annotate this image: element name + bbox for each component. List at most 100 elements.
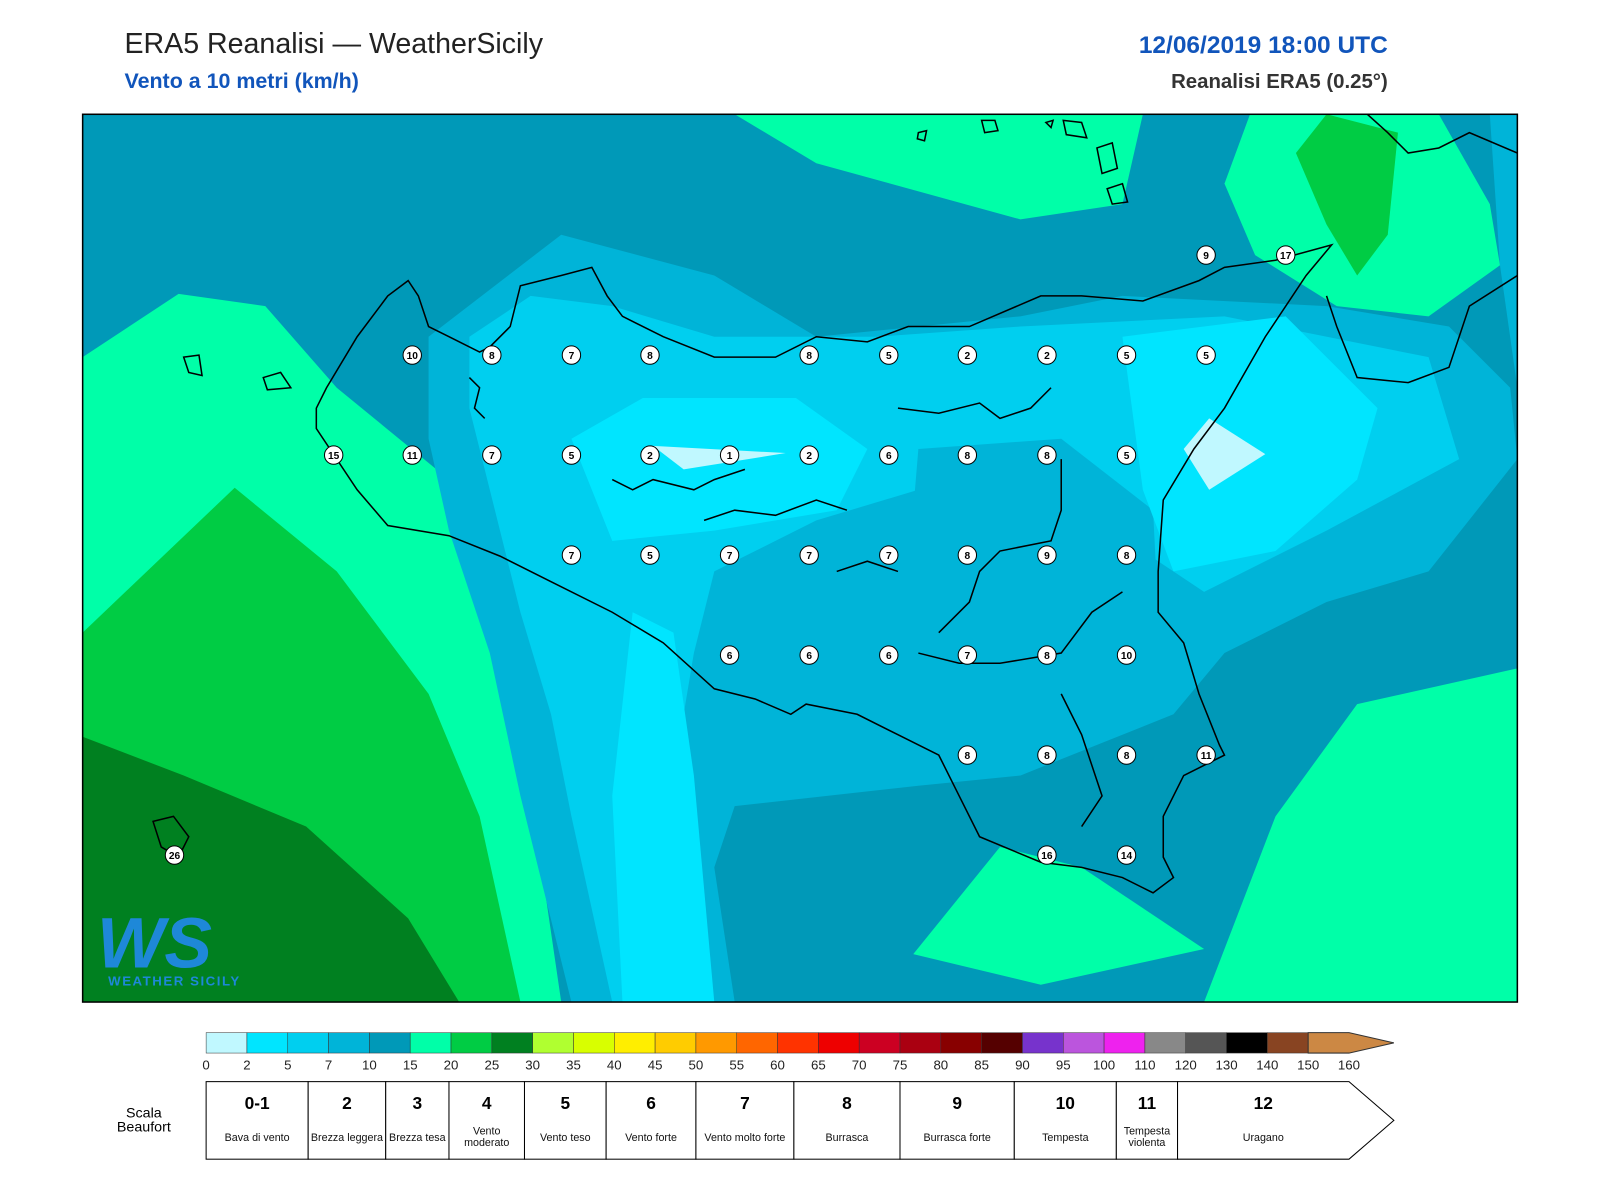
- station-value: 9: [1203, 251, 1209, 262]
- station-value: 7: [569, 351, 575, 362]
- station-value: 26: [169, 851, 181, 862]
- datetime: 12/06/2019 18:00 UTC: [1139, 32, 1388, 59]
- station-marker: [719, 445, 740, 465]
- beaufort-label: Vento teso: [539, 1131, 591, 1144]
- colorbar-tick-label: 65: [811, 1057, 826, 1072]
- station-value: 5: [1203, 351, 1209, 362]
- colorbar-tick-label: 130: [1215, 1057, 1237, 1072]
- colorbar-segment: [654, 1032, 697, 1054]
- colorbar-segment: [491, 1032, 533, 1054]
- stations: 10 8 7 8 8 5 2 2 5 515 11 7 5 2 1 2 6 8 8 57 5 7 7 7 8 9 86 6 6 7 8 108…: [164, 245, 1296, 865]
- beaufort-label-box: Bava di vento: [225, 1132, 290, 1143]
- station-marker: [879, 645, 899, 665]
- station-value: 8: [806, 351, 812, 362]
- colorbar-segment: [1063, 1032, 1105, 1054]
- colorbar-segment: [1267, 1032, 1309, 1054]
- station-value: 7: [569, 551, 575, 562]
- station-value: 2: [965, 351, 971, 362]
- station-value: 10: [407, 351, 419, 362]
- colorbar-segment: [695, 1032, 737, 1054]
- station-marker: [957, 345, 978, 365]
- coastline: [152, 114, 1518, 894]
- station-value: 5: [569, 451, 575, 462]
- beaufort-label-box: Burrasca: [825, 1132, 868, 1143]
- station-marker: [482, 445, 502, 465]
- field-band: [913, 846, 1205, 985]
- station-marker: [1276, 245, 1296, 265]
- colorbar-segment: [1185, 1032, 1227, 1054]
- colorbar-tick-label: 150: [1297, 1057, 1319, 1072]
- station-value: 8: [647, 351, 653, 362]
- beaufort-label-box: Tempesta: [1042, 1132, 1088, 1143]
- beaufort-label-box: Burrasca forte: [923, 1132, 990, 1143]
- station-value: 8: [1044, 451, 1050, 462]
- station-value: 8: [965, 551, 971, 562]
- colorbar-segment: [899, 1032, 942, 1054]
- colorbar-segment: [532, 1032, 574, 1054]
- station-value: 7: [489, 451, 495, 462]
- colorbar-tick-label: 120: [1175, 1057, 1197, 1072]
- station-marker: [879, 345, 899, 365]
- station-marker: [640, 545, 660, 565]
- station-marker: [561, 345, 582, 365]
- beaufort-force: 5: [560, 1093, 570, 1113]
- beaufort-box: [1177, 1081, 1395, 1160]
- station-value: 1: [727, 451, 733, 462]
- colorbar-segment: [736, 1032, 778, 1054]
- colorbar: 0 2 5 7 10 15 20 25 30 35 40 45 50 55 60 65 70 75 80 85 90 95…: [202, 1032, 1394, 1072]
- station-marker: [1037, 445, 1057, 465]
- colorbar-tick-label: 70: [852, 1057, 867, 1072]
- station-marker: [957, 545, 978, 565]
- beaufort-label: Brezza tesa: [389, 1131, 446, 1144]
- colorbar-segment: [614, 1032, 656, 1054]
- islands: [152, 354, 293, 859]
- colorbar-segment: [246, 1032, 289, 1054]
- station-value: 15: [328, 451, 340, 462]
- colorbar-segment: [1022, 1032, 1064, 1054]
- station-marker: [1196, 345, 1216, 365]
- station-value: 6: [806, 651, 812, 662]
- beaufort-box: [899, 1081, 1015, 1160]
- station-marker: [1037, 645, 1057, 665]
- beaufort-force: 0-1: [245, 1093, 270, 1113]
- station-value: 8: [489, 351, 495, 362]
- station-value: 2: [1044, 351, 1050, 362]
- station-marker: [719, 645, 740, 665]
- wind-field: 10 8 7 8 8 5 2 2 5 515 11 7 5 2 1 2 6 8 8 57 5 7 7 7 8 9 86 6 6 7 8 108…: [82, 114, 1518, 1003]
- field-band: [897, 438, 1164, 776]
- colorbar-segment: [409, 1032, 452, 1054]
- station-value: 8: [1124, 551, 1130, 562]
- colorbar-segment: [287, 1032, 329, 1054]
- colorbar-tick-label: 75: [893, 1057, 908, 1072]
- beaufort-force: 8: [842, 1093, 852, 1113]
- colorbar-tick-label: 25: [484, 1057, 499, 1072]
- station-value: 6: [886, 651, 892, 662]
- station-marker: [561, 545, 582, 565]
- beaufort-label-box: Vento moderato: [464, 1126, 509, 1148]
- colorbar-segment: [450, 1032, 493, 1054]
- station-value: 8: [1044, 651, 1050, 662]
- field-band: [82, 736, 460, 1003]
- colorbar-tick-label: 20: [444, 1057, 459, 1072]
- station-value: 2: [647, 451, 653, 462]
- colorbar-tick-label: 7: [325, 1057, 332, 1072]
- beaufort-label: Tempesta violenta: [1123, 1125, 1171, 1149]
- colorbar-segment: [573, 1032, 615, 1054]
- sicily-coast: [315, 243, 1334, 894]
- station-value: 14: [1121, 851, 1133, 862]
- colorbar-segment: [1103, 1032, 1146, 1054]
- beaufort-title: Scala Beaufort: [117, 1105, 171, 1135]
- beaufort-force: 2: [342, 1093, 352, 1113]
- station-marker: [879, 445, 899, 465]
- colorbar-segment: [818, 1032, 860, 1054]
- colorbar-segment: [981, 1032, 1023, 1054]
- station-marker: [799, 545, 819, 565]
- station-marker: [1037, 545, 1057, 565]
- beaufort-label: Brezza leggera: [310, 1131, 383, 1144]
- beaufort-force: 10: [1056, 1093, 1075, 1113]
- colorbar-tick-label: 90: [1015, 1057, 1030, 1072]
- station-value: 16: [1041, 851, 1053, 862]
- beaufort-box: [1115, 1081, 1179, 1160]
- logo-mark: WS: [97, 903, 212, 983]
